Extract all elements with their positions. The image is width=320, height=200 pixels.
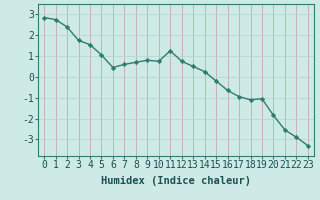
X-axis label: Humidex (Indice chaleur): Humidex (Indice chaleur) — [101, 176, 251, 186]
